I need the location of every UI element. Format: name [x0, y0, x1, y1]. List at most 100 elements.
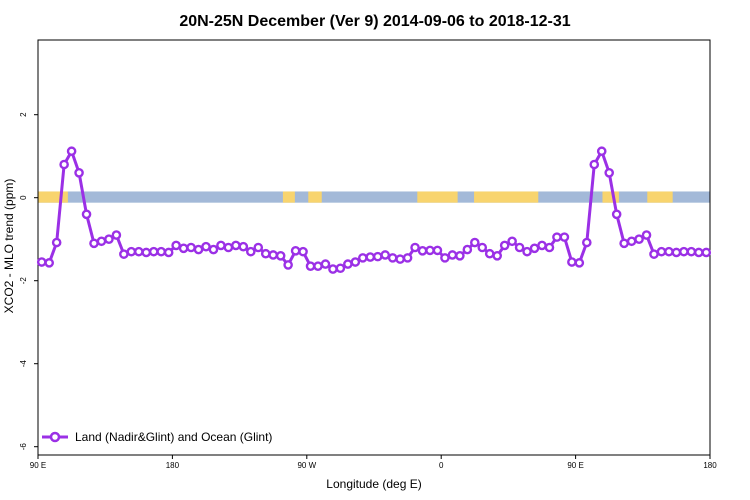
data-point [66, 146, 77, 157]
data-point [649, 249, 659, 259]
data-point [387, 253, 398, 263]
data-point [104, 234, 114, 244]
land-segment-2 [308, 191, 322, 203]
data-point [477, 242, 488, 253]
data-point [694, 247, 704, 258]
data-point [111, 230, 122, 240]
x-axis: 90 E 180 90 W 0 90 E 180 [30, 455, 717, 470]
data-point [552, 232, 562, 242]
y-tick-label-1: 0 [19, 195, 28, 200]
land-segment-4 [474, 191, 539, 203]
data-point [372, 251, 383, 262]
data-point [664, 246, 674, 257]
data-point [260, 248, 271, 259]
x-tick-label-4: 90 E [567, 461, 583, 470]
data-point [514, 242, 525, 253]
data-point [335, 263, 346, 274]
data-point [432, 245, 443, 256]
data-point [81, 209, 92, 220]
ocean-band [38, 191, 710, 203]
land-segment-5 [602, 191, 619, 203]
data-point [36, 257, 47, 267]
data-point [567, 257, 577, 267]
data-point [626, 236, 637, 247]
data-point [574, 258, 585, 268]
data-point [186, 242, 196, 253]
data-point [529, 243, 540, 254]
data-point [148, 246, 159, 257]
y-tick-label-4: -6 [19, 443, 28, 451]
data-point [559, 232, 570, 242]
data-point [589, 159, 600, 170]
data-point [119, 249, 129, 259]
data-point [656, 246, 667, 257]
data-point [96, 236, 107, 247]
plot-frame [37, 39, 711, 456]
data-point [425, 245, 435, 256]
chart-title: 20N-25N December (Ver 9) 2014-09-06 to 2… [179, 13, 570, 30]
data-point [283, 260, 293, 270]
data-point [89, 238, 99, 249]
data-point [208, 244, 219, 255]
data-point [163, 247, 174, 258]
x-tick-label-5: 180 [703, 461, 717, 470]
data-point [350, 257, 361, 267]
data-point [201, 241, 211, 252]
data-point [320, 259, 331, 269]
series-layer [36, 146, 712, 274]
land-segment-3 [417, 191, 458, 203]
x-tick-label-2: 90 W [297, 461, 316, 470]
y-axis: 2 0 -2 -4 -6 [19, 112, 38, 450]
y-tick-label-0: 2 [19, 112, 28, 117]
data-point [469, 237, 480, 248]
data-point [447, 250, 458, 260]
data-point [365, 252, 376, 262]
data-point [238, 241, 249, 252]
data-point [59, 159, 69, 170]
data-point [402, 253, 413, 263]
data-point [51, 237, 62, 248]
data-point [462, 244, 473, 255]
land-segment-0 [38, 191, 68, 203]
data-point [417, 246, 428, 256]
data-point [701, 247, 712, 258]
data-point [298, 246, 308, 257]
data-point [126, 246, 137, 257]
data-point [44, 258, 55, 268]
data-point [440, 253, 450, 263]
data-point [357, 253, 368, 263]
land-segment-1 [282, 191, 295, 203]
data-point [171, 240, 181, 251]
data-point [507, 236, 517, 247]
data-point [290, 246, 301, 256]
data-point [74, 167, 84, 178]
data-point [455, 250, 465, 261]
legend-label: Land (Nadir&Glint) and Ocean (Glint) [75, 430, 272, 444]
y-tick-label-3: -4 [19, 360, 28, 368]
data-point [231, 240, 241, 251]
data-point [245, 246, 256, 257]
data-point [380, 250, 391, 260]
y-axis-label: XCO2 - MLO trend (ppm) [2, 179, 16, 314]
data-point [686, 246, 697, 257]
data-point [544, 242, 555, 253]
data-point [178, 243, 189, 254]
data-point [343, 259, 353, 269]
data-point [410, 242, 420, 253]
data-point [641, 230, 652, 240]
data-point [253, 242, 264, 253]
data-point [305, 261, 316, 271]
data-point [671, 247, 682, 258]
data-point [634, 234, 644, 244]
data-point [492, 250, 503, 261]
legend-marker [49, 431, 61, 443]
x-tick-label-0: 90 E [30, 461, 46, 470]
data-point [216, 240, 226, 251]
data-point [679, 246, 689, 257]
data-point [582, 237, 592, 248]
data-point [193, 244, 204, 255]
legend: Land (Nadir&Glint) and Ocean (Glint) [42, 430, 272, 444]
data-point [141, 247, 152, 258]
data-point [604, 167, 615, 178]
